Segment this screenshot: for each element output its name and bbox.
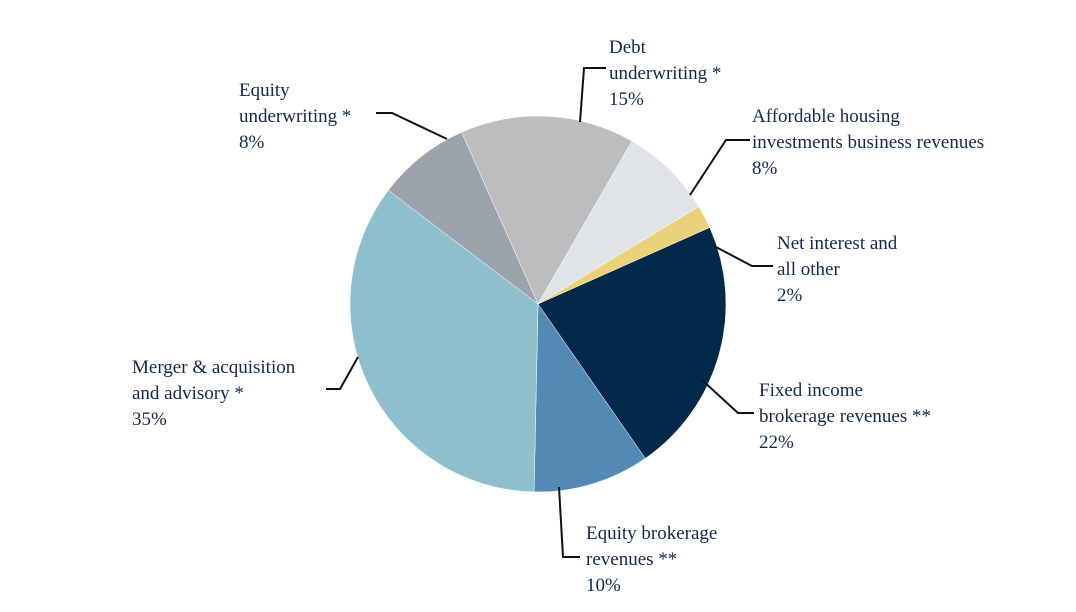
leader-line-affordable-housing-investments-business-revenues [689,139,750,196]
slice-label-line: and advisory * [132,383,244,404]
slice-label-equity-brokerage-revenues: Equity brokerage revenues ** 10% [586,523,717,596]
leader-line-fixed-income-brokerage-revenues [701,379,754,414]
slice-percent: 8% [752,158,778,179]
pie-slice-equity-brokerage-revenues [533,303,646,493]
leader-lines [326,67,773,558]
slice-label-merger-acquisition-and-advisory: Merger & acquisition and advisory * 35% [132,357,296,430]
pie-slices [349,115,727,493]
slice-percent: 15% [609,89,644,110]
pie-slice-equity-underwriting [387,131,539,305]
slice-label-line: Debt [609,37,647,58]
leader-line-equity-underwriting [376,112,448,140]
leader-line-net-interest-and-all-other [713,245,773,267]
leader-line-equity-brokerage-revenues [558,486,580,558]
leader-line-merger-acquisition-and-advisory [326,356,359,390]
slice-label-fixed-income-brokerage-revenues: Fixed income brokerage revenues ** 22% [759,380,931,453]
leader-line-debt-underwriting [579,67,606,123]
slice-label-line: Merger & acquisition [132,357,296,378]
slice-label-line: Equity brokerage [586,523,717,544]
slice-percent: 10% [586,575,621,596]
slice-label-line: revenues ** [586,549,677,570]
slice-labels: Debt underwriting * 15% Affordable housing i… [132,37,984,596]
pie-slice-affordable-housing-investments-business-revenues [537,140,700,305]
slice-label-net-interest-and-all-other: Net interest and all other 2% [777,233,898,306]
slice-percent: 8% [239,132,265,153]
pie-slice-merger-acquisition-and-advisory [349,189,539,493]
slice-label-debt-underwriting: Debt underwriting * 15% [609,37,721,110]
pie-slice-debt-underwriting [461,115,633,305]
slice-label-line: Fixed income [759,380,863,401]
slice-label-line: brokerage revenues ** [759,406,931,427]
slice-label-line: all other [777,259,840,280]
slice-percent: 35% [132,409,167,430]
slice-label-line: investments business revenues [752,132,984,153]
slice-percent: 22% [759,432,794,453]
slice-label-line: Net interest and [777,233,898,254]
slice-label-affordable-housing-investments-business-revenues: Affordable housing investments business r… [752,106,984,179]
slice-percent: 2% [777,285,803,306]
slice-label-equity-underwriting: Equity underwriting * 8% [239,80,351,153]
slice-label-line: Equity [239,80,290,101]
slice-label-line: Affordable housing [752,106,900,127]
slice-label-line: underwriting * [239,106,351,127]
slice-label-line: underwriting * [609,63,721,84]
pie-slice-fixed-income-brokerage-revenues [537,227,727,459]
